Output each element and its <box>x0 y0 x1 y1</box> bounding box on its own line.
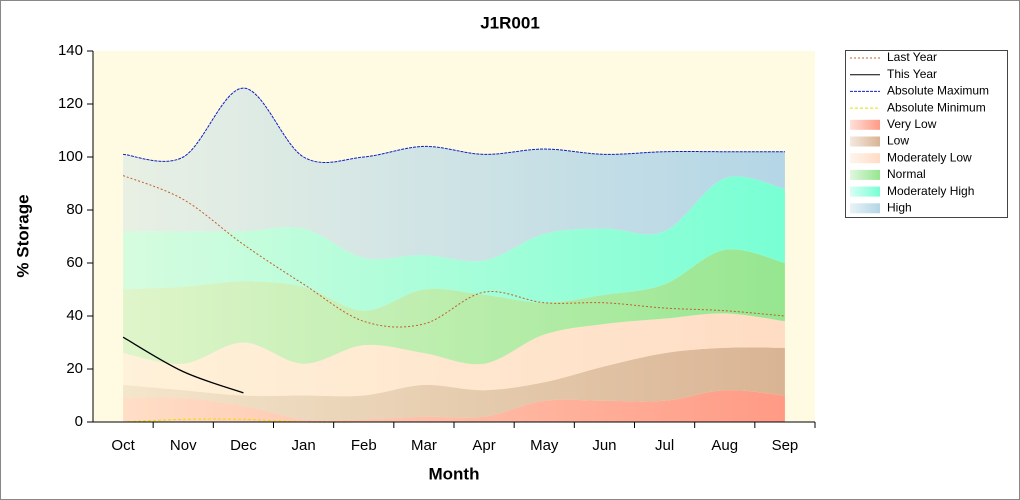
legend-swatch <box>850 153 880 164</box>
x-tick-label: Mar <box>411 437 437 454</box>
areas <box>123 88 785 422</box>
x-tick-label: Jul <box>655 437 674 454</box>
chart-title: J1R001 <box>480 13 540 32</box>
x-axis-label: Month <box>429 464 480 483</box>
band-area <box>123 176 785 311</box>
x-tick-label: Aug <box>711 437 738 454</box>
y-tick-label: 20 <box>66 360 83 377</box>
y-tick-label: 100 <box>58 148 83 165</box>
series-line <box>123 87 785 163</box>
y-tick-label: 0 <box>75 413 83 430</box>
legend-label: Moderately Low <box>887 150 972 164</box>
legend-swatch <box>850 169 880 180</box>
legend-label: Normal <box>887 167 926 181</box>
series-line <box>122 336 244 394</box>
legend-label: High <box>887 200 912 214</box>
band-area <box>123 347 785 421</box>
x-tick-label: Jun <box>592 437 616 454</box>
x-tick-label: Dec <box>230 437 257 454</box>
legend-label: Last Year <box>887 50 937 64</box>
y-tick-label: 140 <box>58 42 83 59</box>
legend-label: Moderately High <box>887 184 974 198</box>
y-axis-label: % Storage <box>13 194 32 277</box>
band-area <box>123 88 785 262</box>
axes: 0 20 40 60 80 100 120 140 Oct Nov Dec Jan Feb Mar Apr M… <box>58 42 816 454</box>
legend-label: Very Low <box>887 117 937 131</box>
y-tick-label: 60 <box>66 254 83 271</box>
y-tick-label: 120 <box>58 95 83 112</box>
x-tick-label: Feb <box>351 437 377 454</box>
legend-label: Low <box>887 134 909 148</box>
legend-swatch <box>850 203 880 214</box>
x-tick-label: May <box>530 437 559 454</box>
band-area <box>123 390 785 422</box>
legend-swatch <box>850 186 880 197</box>
x-tick-label: Apr <box>472 437 495 454</box>
y-tick-label: 40 <box>66 307 83 324</box>
band-area <box>123 249 785 365</box>
legend: Last Year This Year Absolute Maximum Absolu… <box>850 50 989 214</box>
band-area <box>123 313 785 397</box>
x-tick-label: Nov <box>170 437 197 454</box>
y-tick-label: 80 <box>66 201 83 218</box>
legend-swatch <box>850 119 880 130</box>
legend-label: Absolute Minimum <box>887 100 986 114</box>
x-tick-label: Oct <box>111 437 135 454</box>
legend-label: Absolute Maximum <box>887 84 989 98</box>
legend-swatch <box>850 136 880 147</box>
x-tick-label: Sep <box>772 437 799 454</box>
legend-label: This Year <box>887 67 937 81</box>
x-tick-label: Jan <box>291 437 315 454</box>
